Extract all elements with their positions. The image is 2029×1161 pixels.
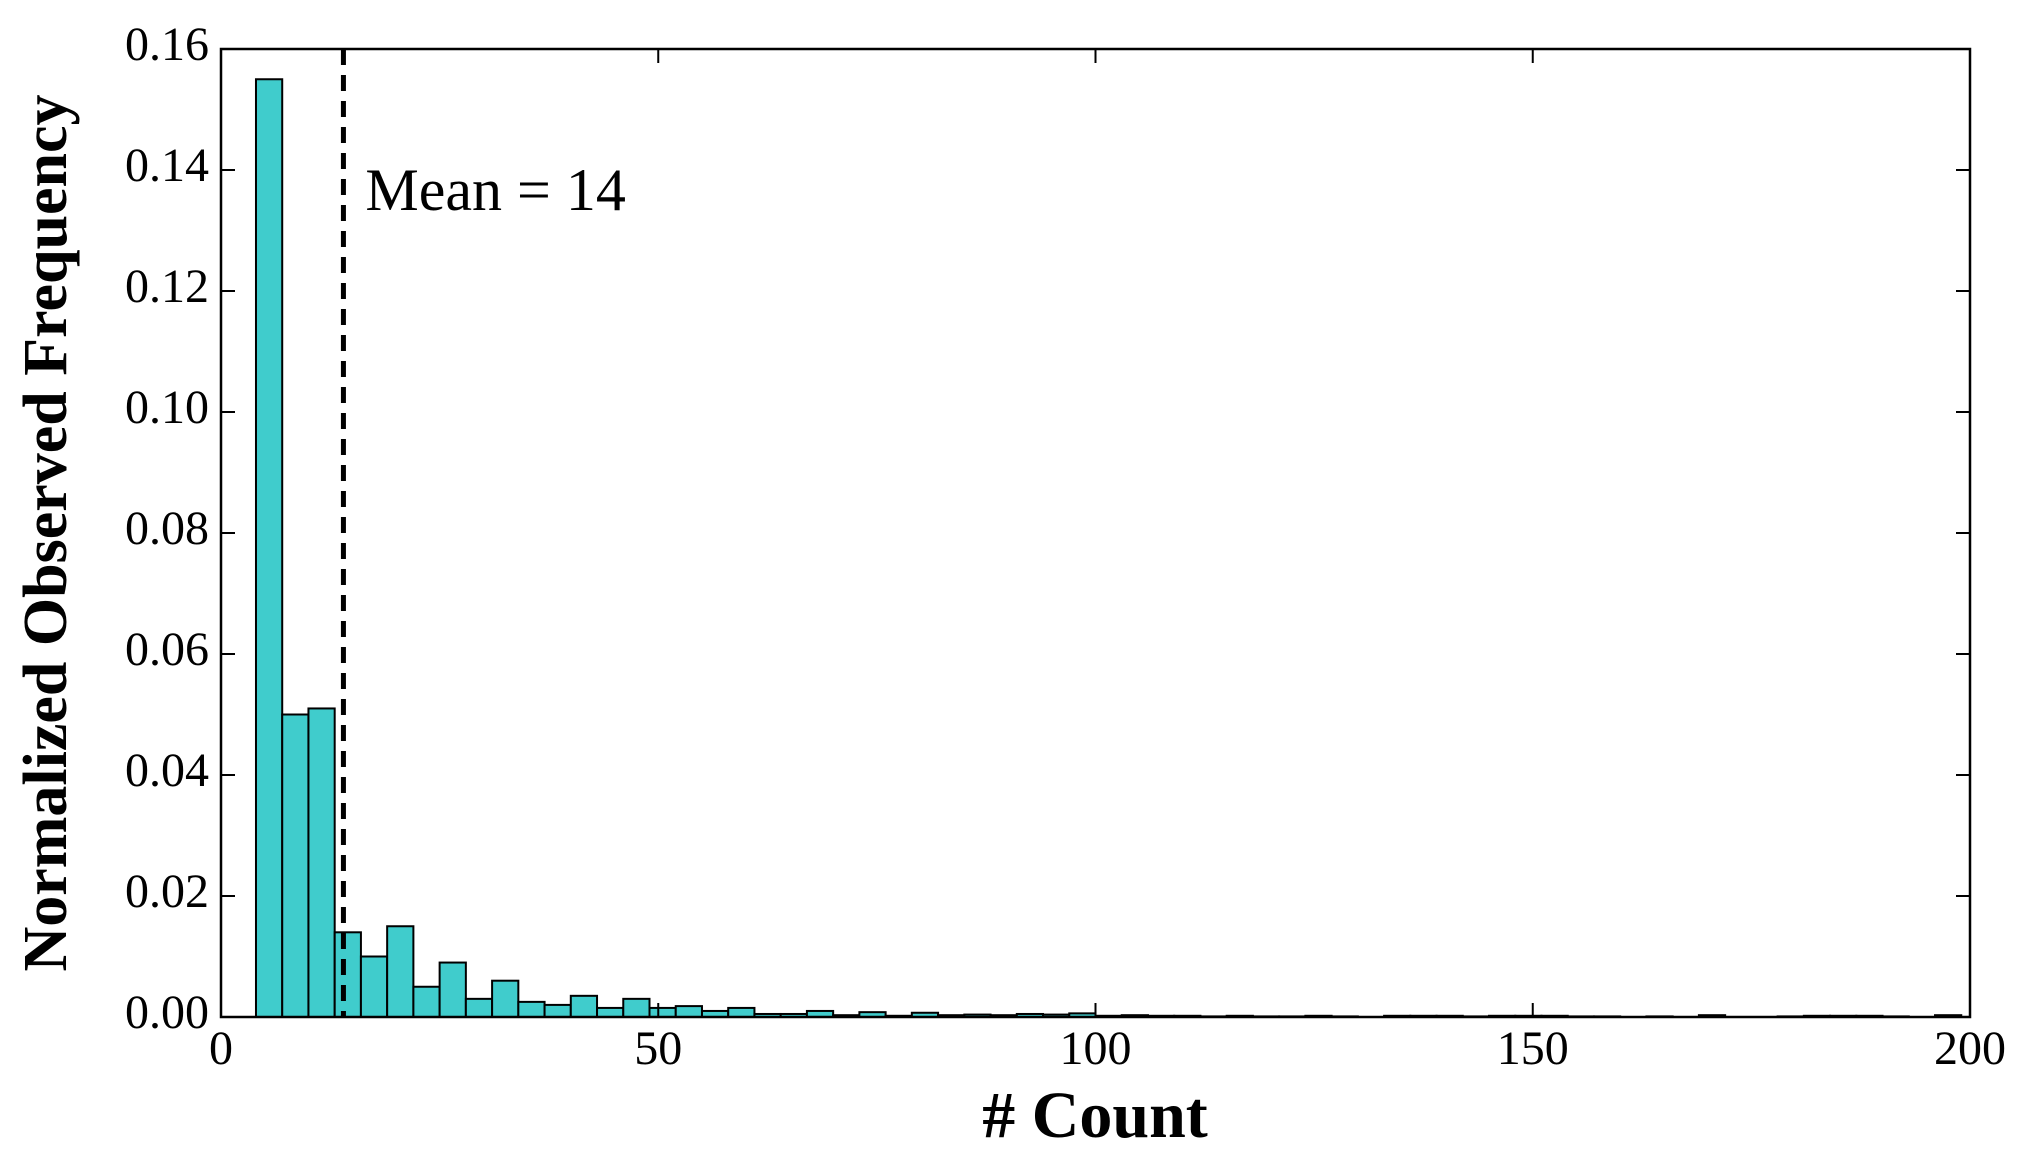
bar: [622, 997, 651, 1018]
bar: [386, 925, 415, 1018]
bar: [333, 931, 362, 1018]
y-tick-label: 0.04: [125, 744, 209, 797]
y-tick-label: 0.02: [125, 865, 209, 918]
y-tick-label: 0.16: [125, 18, 209, 71]
y-tick-label: 0.10: [125, 381, 209, 434]
bar: [464, 997, 494, 1018]
y-axis-label: Normalized Observed Frequency: [12, 94, 80, 971]
y-tick-label: 0.14: [125, 139, 209, 192]
x-tick-label: 50: [634, 1022, 682, 1075]
x-tick-label: 100: [1060, 1022, 1132, 1075]
bar: [412, 985, 441, 1018]
bar: [254, 78, 284, 1018]
bar: [281, 713, 310, 1018]
bar: [648, 1006, 677, 1018]
bar: [674, 1005, 703, 1018]
y-tick-label: 0.00: [125, 986, 209, 1039]
y-tick-label: 0.08: [125, 502, 209, 555]
bar: [491, 979, 520, 1019]
y-tick-label: 0.12: [125, 260, 209, 313]
bar: [727, 1006, 756, 1018]
x-axis-label: # Count: [982, 1079, 1208, 1152]
y-tick-label: 0.06: [125, 623, 209, 676]
x-tick-label: 0: [209, 1022, 233, 1075]
bar: [438, 961, 467, 1018]
x-tick-label: 150: [1497, 1022, 1569, 1075]
bar: [517, 1000, 546, 1018]
x-tick-label: 200: [1934, 1022, 2006, 1075]
bar: [569, 994, 599, 1019]
bar: [307, 707, 336, 1018]
bar: [543, 1003, 572, 1019]
annotation: Mean = 14: [365, 157, 625, 223]
bar: [596, 1006, 625, 1018]
bar: [359, 955, 389, 1018]
